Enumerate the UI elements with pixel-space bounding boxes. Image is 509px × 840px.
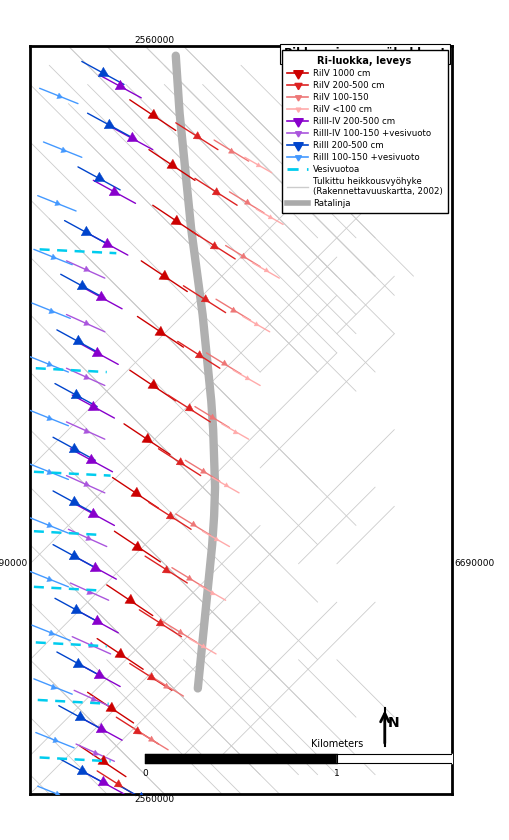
Text: 0: 0	[142, 769, 148, 778]
Text: 2560000: 2560000	[134, 795, 175, 805]
Text: 1: 1	[334, 769, 340, 778]
Text: Kaateet > 44: Kaateet > 44	[378, 68, 447, 78]
Text: 6690000: 6690000	[0, 559, 28, 569]
Text: 2560000: 2560000	[134, 35, 175, 45]
Text: Rikkonaisuusvyöhykkeet: Rikkonaisuusvyöhykkeet	[284, 47, 447, 60]
Text: N: N	[388, 716, 399, 730]
Text: Kilometers: Kilometers	[310, 739, 363, 748]
Text: 6690000: 6690000	[454, 559, 494, 569]
Legend: RiIV 1000 cm, RiIV 200-500 cm, RiIV 100-150, RiIV <100 cm, RiIII-IV 200-500 cm, : RiIV 1000 cm, RiIV 200-500 cm, RiIV 100-…	[281, 50, 447, 213]
